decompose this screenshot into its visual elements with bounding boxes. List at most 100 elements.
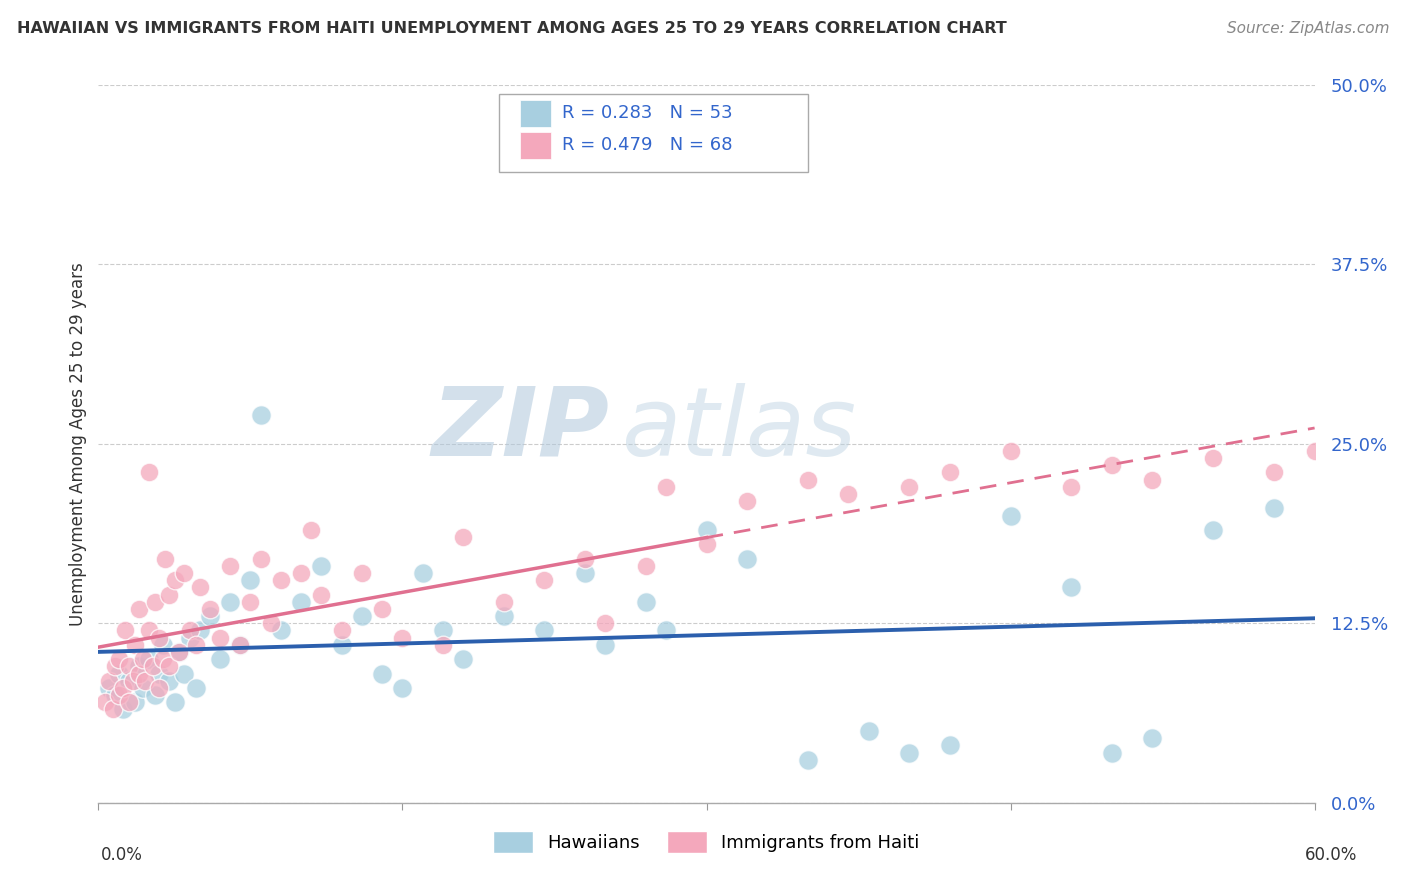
Point [391,681,413,695]
Point [797,753,820,767]
Point [453,530,475,544]
Point [260,616,283,631]
Point [169,645,191,659]
Point [593,638,616,652]
Point [696,523,718,537]
Point [371,666,394,681]
Point [138,624,160,638]
Point [270,624,292,638]
Point [107,688,129,702]
Point [1101,746,1123,760]
Point [124,638,146,652]
Point [1263,466,1285,480]
Point [634,558,657,573]
Text: R = 0.479   N = 68: R = 0.479 N = 68 [562,136,733,154]
Point [492,609,515,624]
Point [1060,480,1083,494]
Point [188,581,211,595]
Point [143,595,166,609]
Point [179,631,201,645]
Y-axis label: Unemployment Among Ages 25 to 29 years: Unemployment Among Ages 25 to 29 years [69,262,87,625]
Point [124,695,146,709]
Point [299,523,322,537]
Point [1263,501,1285,516]
Point [118,695,141,709]
Point [412,566,434,580]
Point [128,666,150,681]
Point [1060,581,1083,595]
Point [898,480,921,494]
Point [1202,523,1225,537]
Point [593,616,616,631]
Point [209,631,232,645]
Text: ZIP: ZIP [432,383,609,476]
Point [97,681,120,695]
Point [152,652,174,666]
Point [143,688,166,702]
Point [169,645,191,659]
Point [173,666,195,681]
Point [350,609,373,624]
Point [132,681,155,695]
Point [114,624,136,638]
Point [432,624,454,638]
Point [574,566,596,580]
Point [101,702,124,716]
Point [735,494,758,508]
Point [157,673,180,688]
Point [533,624,555,638]
Point [138,652,160,666]
Text: atlas: atlas [621,383,856,476]
Point [198,609,221,624]
Point [107,652,129,666]
Point [157,659,180,673]
Text: Source: ZipAtlas.com: Source: ZipAtlas.com [1226,21,1389,36]
Point [138,466,160,480]
Point [148,666,170,681]
Text: R = 0.283   N = 53: R = 0.283 N = 53 [562,104,733,122]
Point [330,624,353,638]
Point [152,638,174,652]
Point [209,652,232,666]
Point [655,480,678,494]
Point [533,573,555,587]
Text: HAWAIIAN VS IMMIGRANTS FROM HAITI UNEMPLOYMENT AMONG AGES 25 TO 29 YEARS CORRELA: HAWAIIAN VS IMMIGRANTS FROM HAITI UNEMPL… [17,21,1007,36]
Point [219,595,242,609]
Point [1101,458,1123,473]
Point [371,602,394,616]
Text: 0.0%: 0.0% [101,846,143,863]
Point [229,638,252,652]
Point [111,702,134,716]
Point [290,566,312,580]
Point [157,588,180,602]
Point [655,624,678,638]
Point [249,408,271,422]
Point [239,573,262,587]
Point [179,624,201,638]
Point [735,551,758,566]
Point [1142,473,1164,487]
Point [184,681,207,695]
Point [93,695,115,709]
Point [142,659,165,673]
Point [858,724,880,739]
Point [391,631,413,645]
Point [249,551,271,566]
Point [939,739,962,753]
Point [173,566,195,580]
Point [290,595,312,609]
Point [104,688,127,702]
Point [1000,444,1022,458]
Point [165,573,187,587]
Point [797,473,820,487]
Point [350,566,373,580]
Point [453,652,475,666]
Point [118,659,141,673]
Point [574,551,596,566]
Point [1142,731,1164,746]
Text: 60.0%: 60.0% [1305,846,1357,863]
Point [107,666,129,681]
Point [97,673,120,688]
Point [311,588,333,602]
Point [219,558,242,573]
